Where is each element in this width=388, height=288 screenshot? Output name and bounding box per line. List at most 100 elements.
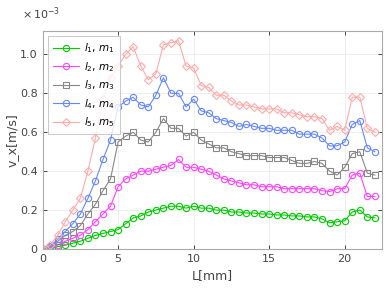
$l_5$, $m_5$: [199, 84, 203, 87]
$l_3$, $m_3$: [357, 150, 362, 154]
$l_3$, $m_3$: [93, 202, 98, 206]
$l_2$, $m_2$: [161, 166, 166, 169]
$l_3$, $m_3$: [289, 159, 294, 162]
$l_4$, $m_4$: [365, 146, 370, 149]
Line: $l_2$, $m_2$: $l_2$, $m_2$: [40, 156, 378, 252]
$l_2$, $m_2$: [184, 166, 189, 169]
X-axis label: L[mm]: L[mm]: [192, 270, 233, 283]
$l_2$, $m_2$: [305, 187, 309, 190]
$l_5$, $m_5$: [289, 111, 294, 115]
$l_4$, $m_4$: [214, 117, 218, 120]
$l_5$, $m_5$: [297, 113, 302, 116]
$l_3$, $m_3$: [244, 154, 249, 157]
$l_2$, $m_2$: [40, 247, 45, 251]
$l_5$, $m_5$: [55, 234, 60, 237]
$l_1$, $m_1$: [93, 234, 98, 237]
$l_2$, $m_2$: [123, 177, 128, 181]
$l_2$, $m_2$: [55, 243, 60, 247]
$l_2$, $m_2$: [93, 220, 98, 223]
$l_2$, $m_2$: [199, 168, 203, 171]
$l_2$, $m_2$: [214, 173, 218, 177]
$l_2$, $m_2$: [365, 195, 370, 198]
$l_1$, $m_1$: [342, 219, 347, 223]
$l_3$, $m_3$: [297, 162, 302, 165]
$l_3$, $m_3$: [55, 240, 60, 243]
$l_4$, $m_4$: [252, 125, 256, 128]
$l_4$, $m_4$: [71, 222, 75, 226]
$l_5$, $m_5$: [71, 209, 75, 212]
$l_4$, $m_4$: [93, 179, 98, 183]
$l_5$, $m_5$: [350, 96, 355, 99]
$l_5$, $m_5$: [154, 72, 158, 75]
$l_5$, $m_5$: [282, 111, 287, 115]
$l_3$, $m_3$: [169, 127, 173, 130]
$l_4$, $m_4$: [237, 125, 241, 128]
Text: $\times\,10^{-3}$: $\times\,10^{-3}$: [22, 6, 60, 22]
$l_1$, $m_1$: [214, 209, 218, 212]
Y-axis label: v_x[m/s]: v_x[m/s]: [5, 113, 19, 167]
$l_4$, $m_4$: [55, 238, 60, 241]
$l_5$, $m_5$: [229, 99, 234, 103]
$l_3$, $m_3$: [282, 156, 287, 159]
$l_5$, $m_5$: [191, 66, 196, 70]
$l_1$, $m_1$: [108, 230, 113, 233]
$l_2$, $m_2$: [116, 185, 120, 188]
$l_4$, $m_4$: [191, 97, 196, 101]
$l_2$, $m_2$: [350, 173, 355, 177]
$l_1$, $m_1$: [176, 204, 181, 208]
$l_1$, $m_1$: [131, 216, 135, 220]
$l_3$, $m_3$: [350, 152, 355, 156]
$l_3$, $m_3$: [40, 247, 45, 251]
$l_2$, $m_2$: [206, 169, 211, 173]
$l_5$, $m_5$: [108, 76, 113, 79]
$l_3$, $m_3$: [184, 134, 189, 138]
$l_3$, $m_3$: [63, 234, 68, 237]
$l_2$, $m_2$: [252, 183, 256, 187]
$l_5$, $m_5$: [244, 103, 249, 107]
$l_5$, $m_5$: [131, 45, 135, 48]
$l_3$, $m_3$: [237, 152, 241, 156]
$l_4$, $m_4$: [320, 136, 324, 140]
$l_2$, $m_2$: [154, 168, 158, 171]
$l_4$, $m_4$: [108, 138, 113, 142]
$l_1$, $m_1$: [297, 214, 302, 218]
$l_1$, $m_1$: [244, 211, 249, 215]
$l_5$, $m_5$: [184, 64, 189, 68]
$l_3$, $m_3$: [222, 146, 226, 149]
$l_1$, $m_1$: [206, 206, 211, 210]
$l_3$, $m_3$: [327, 169, 332, 173]
$l_5$, $m_5$: [274, 107, 279, 111]
$l_3$, $m_3$: [320, 162, 324, 165]
$l_4$, $m_4$: [342, 140, 347, 144]
$l_3$, $m_3$: [48, 245, 52, 249]
$l_3$, $m_3$: [267, 156, 272, 159]
$l_1$, $m_1$: [350, 210, 355, 214]
$l_1$, $m_1$: [161, 206, 166, 210]
$l_2$, $m_2$: [357, 171, 362, 175]
$l_4$, $m_4$: [123, 99, 128, 103]
$l_1$, $m_1$: [357, 209, 362, 212]
$l_3$, $m_3$: [123, 134, 128, 138]
$l_4$, $m_4$: [146, 105, 151, 109]
$l_4$, $m_4$: [282, 128, 287, 132]
$l_4$, $m_4$: [48, 245, 52, 248]
$l_5$, $m_5$: [169, 41, 173, 44]
$l_5$, $m_5$: [123, 53, 128, 56]
$l_4$, $m_4$: [85, 197, 90, 200]
Legend: $l_1$, $m_1$, $l_2$, $m_2$, $l_3$, $m_3$, $l_4$, $m_4$, $l_5$, $m_5$: $l_1$, $m_1$, $l_2$, $m_2$, $l_3$, $m_3$…: [48, 36, 120, 134]
$l_2$, $m_2$: [71, 237, 75, 240]
$l_4$, $m_4$: [222, 119, 226, 122]
$l_5$, $m_5$: [365, 127, 370, 130]
$l_2$, $m_2$: [78, 234, 83, 237]
$l_3$, $m_3$: [214, 146, 218, 149]
$l_2$, $m_2$: [237, 181, 241, 185]
$l_3$, $m_3$: [108, 177, 113, 181]
$l_1$, $m_1$: [184, 206, 189, 210]
$l_3$, $m_3$: [161, 117, 166, 120]
$l_2$, $m_2$: [335, 187, 340, 190]
$l_5$, $m_5$: [116, 64, 120, 68]
$l_3$, $m_3$: [365, 171, 370, 175]
$l_1$, $m_1$: [191, 204, 196, 208]
$l_5$, $m_5$: [161, 43, 166, 46]
$l_4$, $m_4$: [78, 212, 83, 216]
